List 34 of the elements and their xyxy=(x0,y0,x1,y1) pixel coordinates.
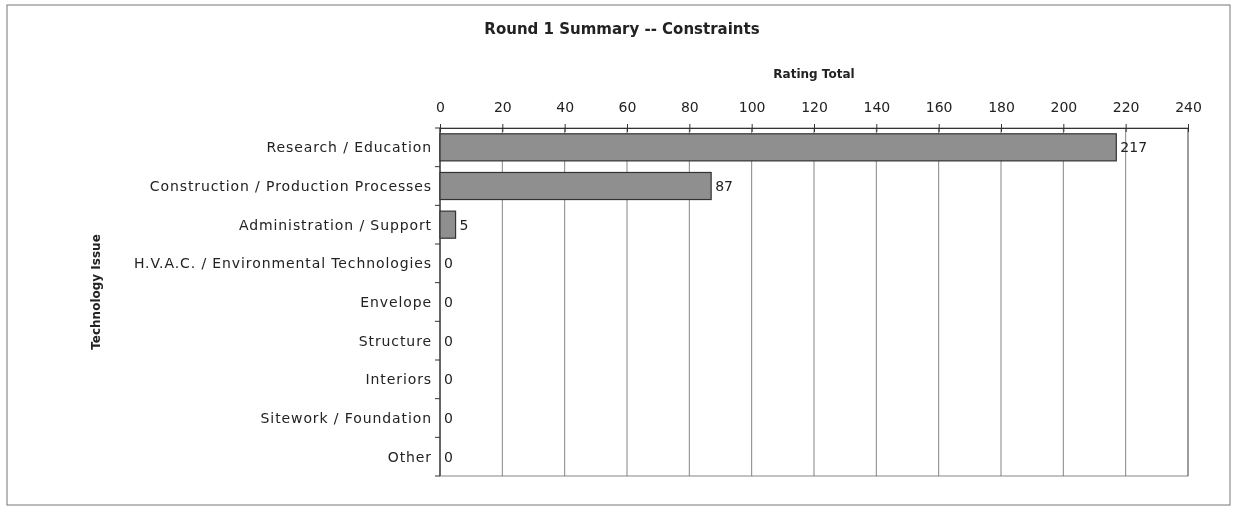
x-tick-label: 60 xyxy=(618,99,637,115)
x-tick-label: 120 xyxy=(801,99,828,115)
data-label: 0 xyxy=(444,255,453,272)
x-tick-label: 0 xyxy=(436,99,445,115)
data-label: 0 xyxy=(444,448,453,465)
y-tick-label: Interiors xyxy=(365,371,432,388)
data-label: 5 xyxy=(459,216,469,233)
y-tick-label: Construction / Production Processes xyxy=(149,177,432,194)
chart-title: Round 1 Summary -- Constraints xyxy=(484,20,760,38)
y-tick-label: Structure xyxy=(358,332,432,349)
data-label: 0 xyxy=(444,371,453,388)
y-tick-label: Sitework / Foundation xyxy=(260,409,432,426)
x-tick-label: 100 xyxy=(738,99,766,115)
y-axis-title: Technology Issue xyxy=(89,234,103,350)
x-tick-label: 140 xyxy=(863,99,891,115)
x-tick-label: 240 xyxy=(1175,99,1202,115)
data-label: 87 xyxy=(715,177,733,194)
x-tick-label: 160 xyxy=(925,99,953,115)
x-tick-label: 20 xyxy=(493,99,512,115)
data-label: 0 xyxy=(444,409,453,426)
data-label: 0 xyxy=(444,293,453,310)
data-label: 217 xyxy=(1120,139,1148,156)
y-tick-label: Envelope xyxy=(360,293,432,310)
x-tick-label: 80 xyxy=(680,99,699,115)
x-tick-label: 200 xyxy=(1050,99,1078,115)
y-tick-label: Other xyxy=(387,448,432,465)
y-tick-label: H.V.A.C. / Environmental Technologies xyxy=(133,255,432,272)
y-tick-label: Research / Education xyxy=(266,139,432,156)
x-tick-label: 40 xyxy=(556,99,575,115)
x-tick-label: 220 xyxy=(1112,99,1140,115)
data-label: 0 xyxy=(444,332,453,349)
x-tick-label: 180 xyxy=(988,99,1015,115)
y-tick-label: Administration / Support xyxy=(238,216,432,233)
x-axis-title: Rating Total xyxy=(773,67,855,81)
